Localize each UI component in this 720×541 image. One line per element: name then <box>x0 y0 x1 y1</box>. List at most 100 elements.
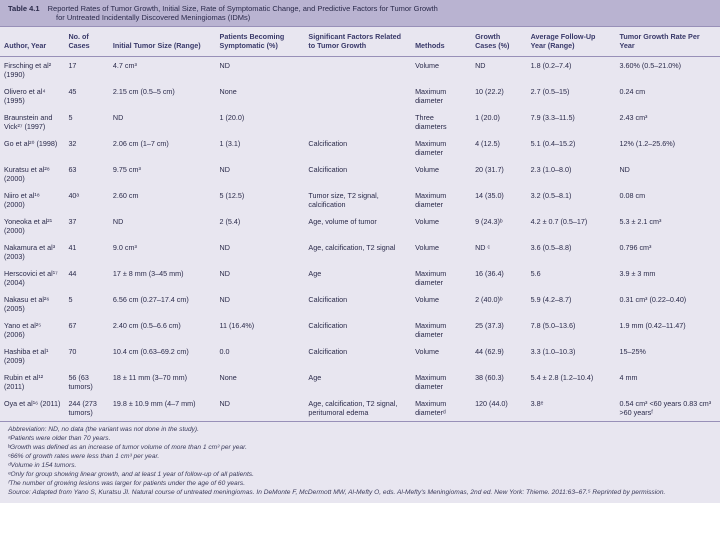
table-title-bar: Table 4.1 Reported Rates of Tumor Growth… <box>0 0 720 27</box>
table-row: Niiro et al¹⁸ (2000)40ᵃ2.60 cm5 (12.5)Tu… <box>0 187 720 213</box>
cell-rate: 4 mm <box>615 369 720 395</box>
cell-sympt: 0.0 <box>216 343 305 369</box>
cell-size: 9.75 cm³ <box>109 161 216 187</box>
cell-sympt: None <box>216 369 305 395</box>
table-row: Yano et al²⁵ (2006)672.40 cm (0.5–6.6 cm… <box>0 317 720 343</box>
cell-growth: 9 (24.3)ᵇ <box>471 213 527 239</box>
cell-author: Braunstein and Vick²⁷ (1997) <box>0 109 64 135</box>
cell-size: 2.15 cm (0.5–5 cm) <box>109 83 216 109</box>
cell-growth: 4 (12.5) <box>471 135 527 161</box>
cell-sympt: 1 (20.0) <box>216 109 305 135</box>
cell-methods: Maximum diameter <box>411 135 471 161</box>
cell-size: 9.0 cm³ <box>109 239 216 265</box>
cell-factors: Calcification <box>304 161 411 187</box>
cell-author: Yoneoka et al²¹ (2000) <box>0 213 64 239</box>
table-row: Nakamura et al³ (2003)419.0 cm³NDAge, ca… <box>0 239 720 265</box>
cell-growth: 14 (35.0) <box>471 187 527 213</box>
cell-sympt: ND <box>216 57 305 84</box>
cell-methods: Volume <box>411 213 471 239</box>
cell-author: Nakasu et al²⁶ (2005) <box>0 291 64 317</box>
table-row: Olivero et al⁴ (1995)452.15 cm (0.5–5 cm… <box>0 83 720 109</box>
cell-methods: Volume <box>411 239 471 265</box>
cell-cases: 17 <box>64 57 108 84</box>
cell-cases: 70 <box>64 343 108 369</box>
cell-rate: 3.60% (0.5–21.0%) <box>615 57 720 84</box>
cell-methods: Maximum diameter <box>411 317 471 343</box>
cell-size: 2.06 cm (1–7 cm) <box>109 135 216 161</box>
cell-cases: 67 <box>64 317 108 343</box>
footnote-line: ᵉOnly for group showing linear growth, a… <box>8 471 712 480</box>
col-factors: Significant Factors Related to Tumor Gro… <box>304 27 411 57</box>
cell-author: Kuratsu et al²⁸ (2000) <box>0 161 64 187</box>
cell-rate: 0.54 cm³ <60 years 0.83 cm³ >60 yearsᶠ <box>615 395 720 421</box>
cell-author: Rubin et al¹² (2011) <box>0 369 64 395</box>
table-title-line1: Reported Rates of Tumor Growth, Initial … <box>48 4 438 13</box>
table-row: Go et al²⁰ (1998)322.06 cm (1–7 cm)1 (3.… <box>0 135 720 161</box>
cell-author: Niiro et al¹⁸ (2000) <box>0 187 64 213</box>
cell-factors: Age, calcification, T2 signal, peritumor… <box>304 395 411 421</box>
cell-fu: 7.8 (5.0–13.6) <box>527 317 616 343</box>
cell-author: Nakamura et al³ (2003) <box>0 239 64 265</box>
col-author: Author, Year <box>0 27 64 57</box>
cell-rate: ND <box>615 161 720 187</box>
cell-methods: Three diameters <box>411 109 471 135</box>
cell-methods: Volume <box>411 161 471 187</box>
footnote-line: ᶜ66% of growth rates were less than 1 cm… <box>8 453 712 462</box>
cell-growth: ND ᶜ <box>471 239 527 265</box>
cell-growth: ND <box>471 57 527 84</box>
cell-growth: 2 (40.0)ᵇ <box>471 291 527 317</box>
cell-factors: Calcification <box>304 291 411 317</box>
cell-fu: 5.1 (0.4–15.2) <box>527 135 616 161</box>
table-row: Yoneoka et al²¹ (2000)37ND2 (5.4)Age, vo… <box>0 213 720 239</box>
cell-cases: 37 <box>64 213 108 239</box>
cell-factors: Calcification <box>304 317 411 343</box>
cell-cases: 5 <box>64 291 108 317</box>
cell-rate: 0.31 cm³ (0.22–0.40) <box>615 291 720 317</box>
cell-factors: Age <box>304 369 411 395</box>
cell-factors: Age <box>304 265 411 291</box>
footnote-line: ᶠThe number of growing lesions was large… <box>8 480 712 489</box>
cell-methods: Volume <box>411 291 471 317</box>
cell-rate: 3.9 ± 3 mm <box>615 265 720 291</box>
cell-sympt: ND <box>216 395 305 421</box>
cell-cases: 63 <box>64 161 108 187</box>
cell-factors <box>304 109 411 135</box>
header-row: Author, Year No. of Cases Initial Tumor … <box>0 27 720 57</box>
cell-rate: 2.43 cm³ <box>615 109 720 135</box>
col-growth: Growth Cases (%) <box>471 27 527 57</box>
cell-methods: Volume <box>411 57 471 84</box>
cell-cases: 56 (63 tumors) <box>64 369 108 395</box>
cell-fu: 3.2 (0.5–8.1) <box>527 187 616 213</box>
cell-sympt: 2 (5.4) <box>216 213 305 239</box>
cell-fu: 4.2 ± 0.7 (0.5–17) <box>527 213 616 239</box>
cell-sympt: ND <box>216 161 305 187</box>
footnote-line: ᵇGrowth was defined as an increase of tu… <box>8 444 712 453</box>
cell-sympt: 11 (16.4%) <box>216 317 305 343</box>
cell-rate: 0.08 cm <box>615 187 720 213</box>
cell-factors: Calcification <box>304 343 411 369</box>
cell-author: Hashiba et al¹ (2009) <box>0 343 64 369</box>
footnote-line: Abbreviation: ND, no data (the variant w… <box>8 426 712 435</box>
col-methods: Methods <box>411 27 471 57</box>
cell-author: Oya et al¹⁶ (2011) <box>0 395 64 421</box>
cell-factors <box>304 57 411 84</box>
cell-growth: 16 (36.4) <box>471 265 527 291</box>
table-number: Table 4.1 <box>8 4 40 13</box>
cell-size: 18 ± 11 mm (3–70 mm) <box>109 369 216 395</box>
cell-rate: 5.3 ± 2.1 cm³ <box>615 213 720 239</box>
footnote-line: ᵈVolume in 154 tumors. <box>8 462 712 471</box>
cell-factors <box>304 83 411 109</box>
cell-cases: 244 (273 tumors) <box>64 395 108 421</box>
cell-rate: 15–25% <box>615 343 720 369</box>
table-row: Herscovici et al¹⁷ (2004)4417 ± 8 mm (3–… <box>0 265 720 291</box>
cell-sympt: 1 (3.1) <box>216 135 305 161</box>
col-rate: Tumor Growth Rate Per Year <box>615 27 720 57</box>
cell-author: Herscovici et al¹⁷ (2004) <box>0 265 64 291</box>
cell-size: 17 ± 8 mm (3–45 mm) <box>109 265 216 291</box>
cell-methods: Maximum diameter <box>411 187 471 213</box>
col-cases: No. of Cases <box>64 27 108 57</box>
cell-cases: 5 <box>64 109 108 135</box>
cell-sympt: 5 (12.5) <box>216 187 305 213</box>
table-row: Hashiba et al¹ (2009)7010.4 cm (0.63–69.… <box>0 343 720 369</box>
cell-size: ND <box>109 109 216 135</box>
